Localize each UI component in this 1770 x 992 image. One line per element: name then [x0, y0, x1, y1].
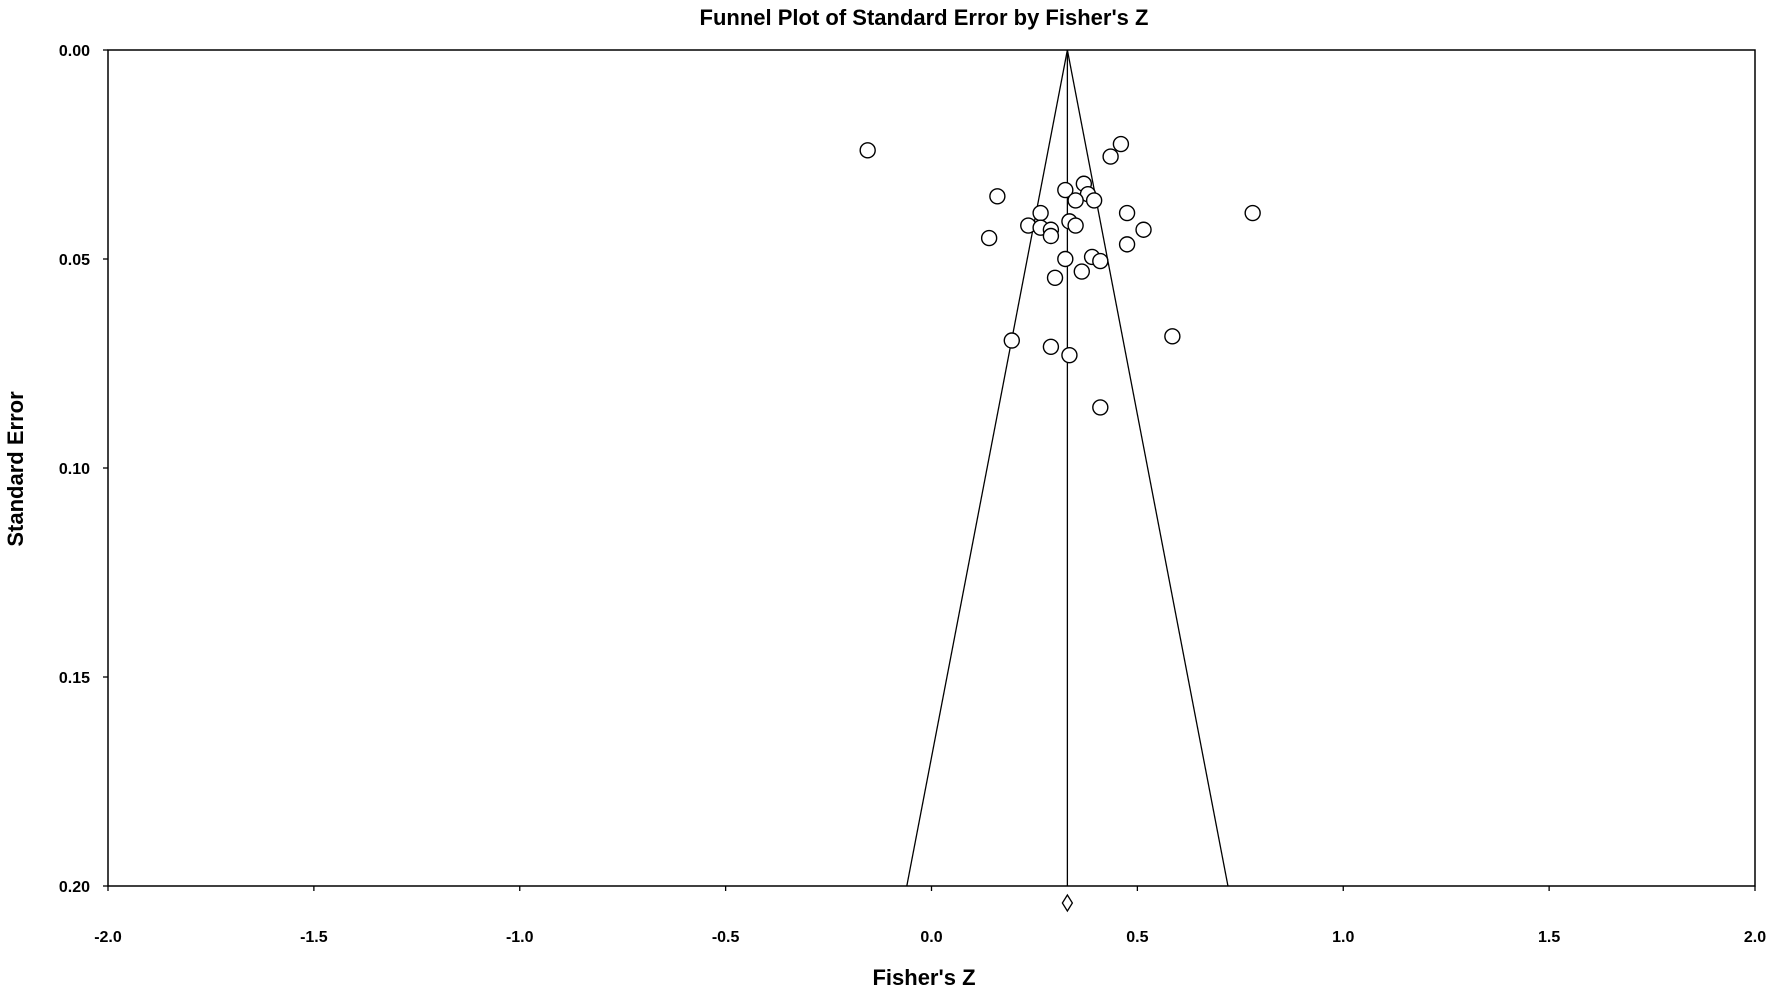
y-tick-label: 0.10 — [59, 461, 90, 478]
summary-diamond — [1061, 893, 1074, 913]
data-point — [1102, 148, 1119, 165]
data-point — [1092, 252, 1109, 270]
x-tick-label: -0.5 — [712, 929, 740, 946]
funnel-left-limit — [906, 49, 1069, 887]
data-point — [1244, 204, 1261, 222]
data-point — [1164, 328, 1181, 345]
data-point — [1042, 227, 1060, 245]
data-point — [1003, 332, 1020, 349]
data-point — [1067, 192, 1084, 209]
x-axis-ticks: -2.0 -1.5 -1.0 -0.5 0.0 0.5 1.0 1.5 2.0 — [94, 886, 1766, 946]
y-tick-label: 0.15 — [59, 670, 90, 687]
x-axis-label: Fisher's Z — [872, 965, 975, 990]
y-tick-label: 0.05 — [59, 252, 90, 269]
data-point — [980, 229, 998, 247]
funnel-lines — [906, 49, 1229, 913]
data-point — [1032, 204, 1049, 222]
y-axis-label: Standard Error — [3, 391, 28, 547]
data-point — [1092, 399, 1109, 416]
data-point — [1046, 269, 1064, 287]
data-point — [1118, 204, 1136, 222]
data-point — [1067, 217, 1084, 234]
y-axis-ticks: 0.00 0.05 0.10 0.15 0.20 — [59, 43, 108, 896]
x-tick-label: -2.0 — [94, 929, 122, 946]
y-tick-label: 0.00 — [59, 43, 90, 60]
data-point — [1057, 250, 1074, 268]
data-point — [989, 188, 1006, 205]
x-tick-label: 1.0 — [1332, 929, 1354, 946]
data-point — [1073, 263, 1090, 280]
data-point — [859, 142, 876, 159]
x-tick-label: -1.0 — [506, 929, 534, 946]
x-tick-label: 0.5 — [1126, 929, 1148, 946]
data-point — [1061, 346, 1078, 364]
y-tick-label: 0.20 — [59, 879, 90, 896]
data-point — [1085, 192, 1103, 209]
data-points — [859, 135, 1261, 416]
data-point — [1118, 236, 1136, 253]
x-tick-label: 1.5 — [1538, 929, 1560, 946]
data-point — [1135, 221, 1152, 238]
data-point — [1112, 135, 1130, 153]
funnel-right-limit — [1066, 49, 1229, 887]
data-point — [1042, 338, 1060, 355]
x-tick-label: -1.5 — [300, 929, 328, 946]
x-tick-label: 2.0 — [1744, 929, 1766, 946]
chart-title: Funnel Plot of Standard Error by Fisher'… — [700, 5, 1149, 30]
plot-area: -2.0 -1.5 -1.0 -0.5 0.0 0.5 1.0 1.5 2.0 0.00 0.05… — [59, 43, 1766, 946]
x-tick-label: 0.0 — [920, 929, 942, 946]
data-point — [1057, 181, 1074, 199]
